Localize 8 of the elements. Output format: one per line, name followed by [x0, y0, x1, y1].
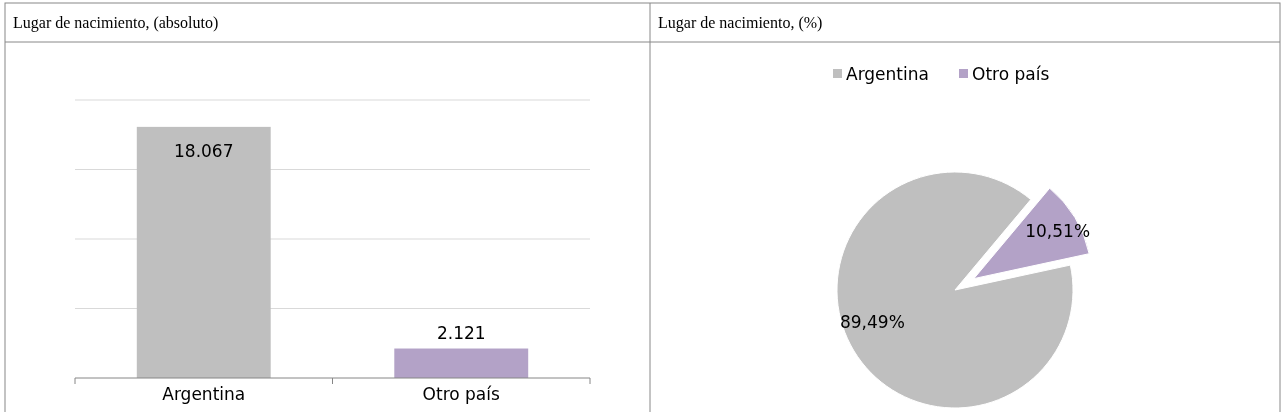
data-label: 10,51%	[1025, 221, 1091, 242]
chart-title: Lugar de nacimiento, (%)	[658, 14, 823, 32]
chart-title: Lugar de nacimiento, (absoluto)	[13, 14, 219, 32]
data-label: 2.121	[436, 322, 486, 343]
data-label: 89,49%	[839, 311, 905, 332]
data-label: 18.067	[174, 140, 234, 161]
legend-label: Otro país	[972, 64, 1050, 84]
legend-label: Argentina	[846, 64, 929, 84]
